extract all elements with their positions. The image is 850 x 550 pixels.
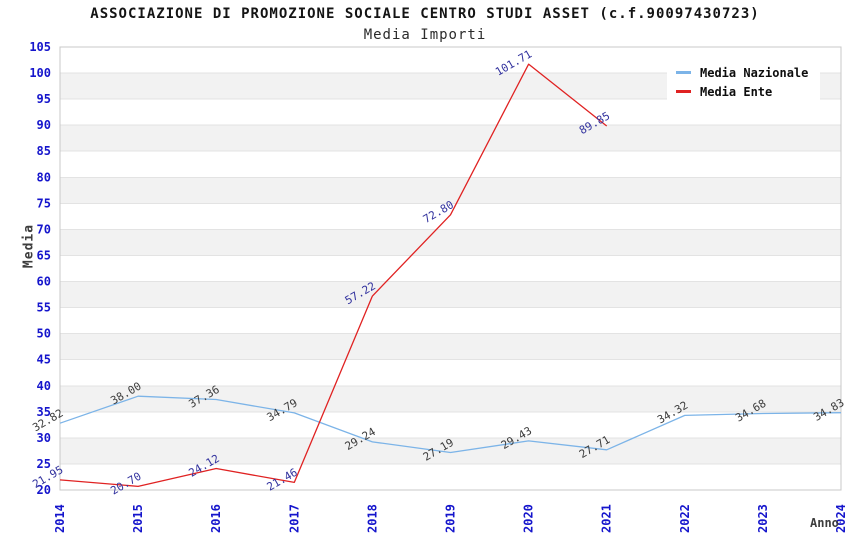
series-line-media-nazionale	[59, 395, 842, 454]
background-band	[60, 177, 841, 204]
legend-swatch-media-nazionale	[676, 71, 691, 74]
y-tick-label: 105	[29, 40, 51, 54]
legend-label: Media Nazionale	[700, 65, 809, 80]
y-tick-label: 90	[37, 118, 51, 132]
chart-subtitle: Media Importi	[363, 27, 487, 43]
y-tick-label: 25	[37, 457, 51, 471]
plot-border	[59, 46, 842, 491]
x-tick-label: 2016	[209, 504, 223, 533]
background-band	[60, 229, 841, 256]
y-tick-label: 50	[37, 327, 51, 341]
y-tick-label: 45	[37, 353, 51, 367]
background-band	[60, 281, 841, 308]
data-label-media-ente: 21.46	[265, 466, 300, 494]
y-tick-label: 30	[37, 431, 51, 445]
legend-label: Media Ente	[700, 84, 773, 99]
x-tick-label: 2023	[756, 504, 770, 533]
y-tick-label: 100	[29, 66, 51, 80]
x-tick-label: 2022	[678, 504, 692, 533]
x-tick-label: 2018	[365, 504, 379, 533]
x-tick-label: 2020	[522, 504, 536, 533]
x-tick-label: 2019	[444, 504, 458, 533]
y-tick-label: 60	[37, 275, 51, 289]
legend: Media Nazionale Media Ente	[667, 56, 821, 108]
background-band	[60, 385, 841, 412]
y-tick-label: 55	[37, 301, 51, 315]
legend-item-media-ente: Media Ente	[676, 82, 808, 101]
y-tick-label: 85	[37, 144, 51, 158]
legend-item-media-nazionale: Media Nazionale	[676, 63, 808, 82]
y-axis-title: Media	[21, 223, 37, 269]
y-tick-label: 95	[37, 92, 51, 106]
series-line-media-ente	[59, 63, 608, 488]
background-band	[60, 125, 841, 152]
y-tick-label: 40	[37, 379, 51, 393]
data-label-media-ente: 20.70	[108, 470, 143, 498]
chart-title: ASSOCIAZIONE DI PROMOZIONE SOCIALE CENTR…	[90, 6, 760, 22]
background-band	[60, 333, 841, 360]
x-tick-label: 2014	[53, 504, 67, 533]
x-tick-label: 2015	[131, 504, 145, 533]
x-tick-label: 2021	[600, 504, 614, 533]
x-axis-title: Anno	[810, 516, 839, 530]
legend-swatch-media-ente	[676, 90, 691, 93]
y-tick-label: 65	[37, 248, 51, 262]
background-band	[60, 437, 841, 464]
y-tick-label: 35	[37, 405, 51, 419]
y-tick-label: 75	[37, 196, 51, 210]
y-tick-label: 20	[37, 483, 51, 497]
x-tick-label: 2017	[287, 504, 301, 533]
y-tick-label: 80	[37, 170, 51, 184]
x-tick-label: 2024	[834, 504, 848, 533]
y-tick-label: 70	[37, 222, 51, 236]
